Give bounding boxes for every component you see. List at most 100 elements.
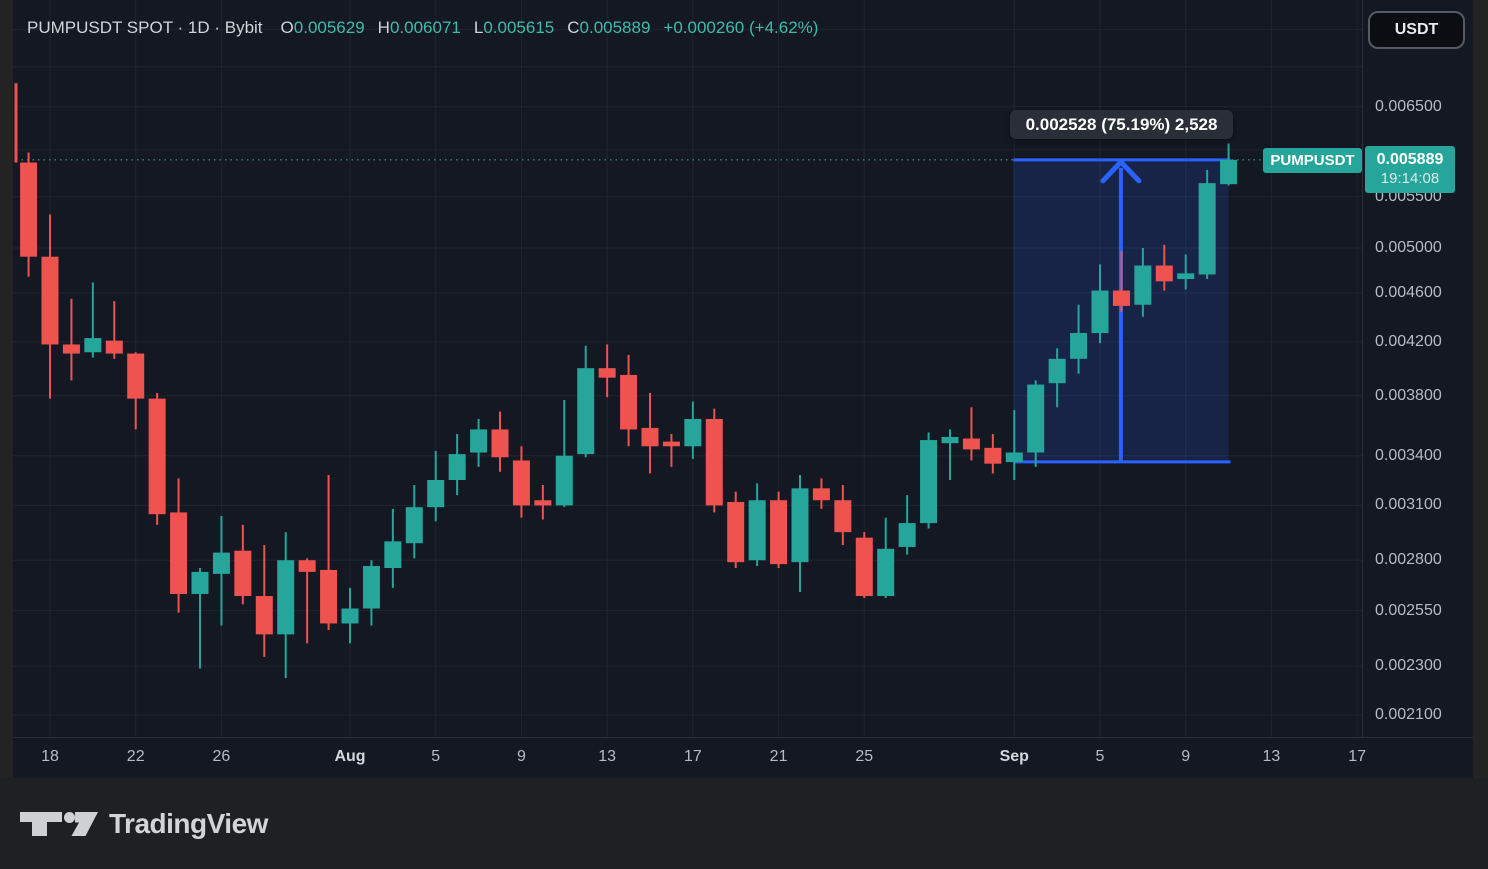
- time-tick-label: 25: [855, 748, 874, 765]
- candle[interactable]: [341, 587, 359, 644]
- close-key: C: [567, 18, 580, 37]
- candle[interactable]: [405, 484, 423, 559]
- candle[interactable]: [84, 282, 102, 358]
- candle[interactable]: [448, 433, 466, 496]
- time-tick-label: 5: [1095, 748, 1105, 765]
- candle[interactable]: [41, 214, 59, 399]
- candle[interactable]: [941, 429, 959, 480]
- candle[interactable]: [920, 432, 938, 529]
- candlestick-chart[interactable]: [13, 0, 1362, 737]
- tradingview-logo[interactable]: TradingView: [20, 808, 268, 840]
- candle[interactable]: [1005, 410, 1023, 480]
- candle[interactable]: [1177, 254, 1195, 290]
- candle[interactable]: [191, 567, 209, 669]
- price-tick-label: 0.006500: [1375, 97, 1442, 115]
- time-tick-label: 9: [1181, 748, 1191, 765]
- candle[interactable]: [812, 478, 830, 509]
- currency-toggle-button[interactable]: USDT: [1368, 11, 1465, 49]
- candle[interactable]: [1220, 143, 1238, 186]
- current-price-label[interactable]: 0.005889 19:14:08: [1365, 146, 1455, 193]
- candle[interactable]: [770, 491, 788, 568]
- price-tick-label: 0.003100: [1375, 496, 1442, 514]
- price-tick-label: 0.002100: [1375, 706, 1442, 724]
- candle[interactable]: [641, 392, 659, 474]
- candle[interactable]: [662, 433, 680, 467]
- candle[interactable]: [362, 560, 380, 626]
- candle[interactable]: [555, 400, 573, 508]
- price-axis[interactable]: 0.006500 0.005500 0.005000 0.004600 0.004200…: [1362, 0, 1474, 737]
- candle[interactable]: [170, 478, 188, 613]
- price-tick-label: 0.004600: [1375, 283, 1442, 301]
- time-axis[interactable]: 18 22 26 Aug 5 9 13 17 21 25 Sep 5 9 13 17: [13, 737, 1473, 779]
- ohlc-close: C0.005889: [567, 18, 650, 38]
- tradingview-logo-icon: [20, 811, 98, 836]
- candle[interactable]: [727, 491, 745, 568]
- candle[interactable]: [470, 418, 488, 467]
- candle[interactable]: [277, 532, 295, 679]
- candle[interactable]: [877, 517, 895, 599]
- ohlc-high: H0.006071: [378, 18, 461, 38]
- candle[interactable]: [705, 408, 723, 513]
- candle[interactable]: [834, 484, 852, 546]
- candle[interactable]: [427, 450, 445, 522]
- candle[interactable]: [62, 298, 80, 381]
- price-tick-label: 0.004200: [1375, 332, 1442, 350]
- bar-countdown: 19:14:08: [1380, 170, 1440, 188]
- time-tick-label: 5: [431, 748, 441, 765]
- time-tick-label: 26: [212, 748, 231, 765]
- time-tick-label: 17: [683, 748, 702, 765]
- time-tick-label: Sep: [999, 748, 1029, 765]
- candle[interactable]: [234, 524, 252, 605]
- candle[interactable]: [791, 475, 809, 592]
- candle[interactable]: [255, 545, 273, 657]
- candle[interactable]: [577, 345, 595, 458]
- time-tick-label: Aug: [334, 748, 366, 765]
- footer-bar: TradingView: [0, 778, 1488, 869]
- candle[interactable]: [534, 484, 552, 520]
- price-tick-label: 0.002550: [1375, 601, 1442, 619]
- candle[interactable]: [1112, 251, 1130, 312]
- candle[interactable]: [962, 407, 980, 461]
- ohlc-open: O0.005629: [281, 18, 365, 38]
- candle[interactable]: [512, 446, 530, 518]
- candle[interactable]: [620, 354, 638, 447]
- right-edge-strip: [1473, 0, 1488, 778]
- price-change: +0.000260 (+4.62%): [663, 18, 819, 37]
- candle[interactable]: [855, 532, 873, 599]
- chart-widget: 0.006500 0.005500 0.005000 0.004600 0.004200…: [0, 0, 1488, 778]
- candle[interactable]: [748, 483, 766, 567]
- candle[interactable]: [105, 301, 123, 359]
- candle[interactable]: [1134, 248, 1152, 317]
- candle[interactable]: [1048, 348, 1066, 408]
- candle[interactable]: [1070, 304, 1088, 374]
- candle[interactable]: [1091, 264, 1109, 344]
- candle[interactable]: [148, 392, 166, 525]
- candle[interactable]: [898, 495, 916, 555]
- candle[interactable]: [298, 558, 316, 644]
- tradingview-logo-text: TradingView: [109, 807, 268, 839]
- candle[interactable]: [1155, 244, 1173, 291]
- candle[interactable]: [1027, 380, 1045, 467]
- candle[interactable]: [598, 344, 616, 398]
- left-edge-strip: [0, 0, 13, 778]
- candle[interactable]: [384, 508, 402, 588]
- candle[interactable]: [984, 433, 1002, 474]
- time-tick-label: 22: [126, 748, 145, 765]
- candle[interactable]: [1198, 169, 1216, 280]
- ohlc-low: L0.005615: [474, 18, 554, 38]
- candle[interactable]: [127, 352, 145, 430]
- candle[interactable]: [491, 411, 509, 472]
- candle[interactable]: [212, 515, 230, 626]
- candle[interactable]: [20, 152, 38, 277]
- time-tick-label: 13: [598, 748, 617, 765]
- candle[interactable]: [684, 401, 702, 459]
- candle[interactable]: [14, 83, 18, 163]
- price-tick-label: 0.002800: [1375, 551, 1442, 569]
- high-key: H: [377, 18, 390, 37]
- low-key: L: [473, 18, 484, 37]
- candle[interactable]: [320, 475, 338, 630]
- current-price: 0.005889: [1376, 151, 1444, 169]
- time-tick-label: 18: [41, 748, 59, 765]
- symbol-title[interactable]: PUMPUSDT SPOT · 1D · Bybit: [27, 18, 263, 37]
- low-value: 0.005615: [483, 18, 555, 37]
